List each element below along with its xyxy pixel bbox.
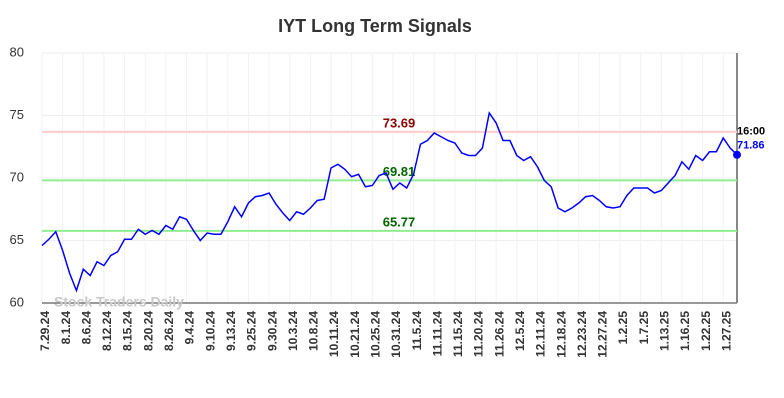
x-tick-label: 11.11.24 [430,311,444,357]
x-tick-label: 1.7.25 [637,311,651,345]
x-tick-label: 12.5.24 [513,311,527,351]
x-tick-label: 9.10.24 [203,311,217,351]
x-tick-label: 8.20.24 [141,311,155,351]
x-tick-label: 9.25.24 [245,311,259,351]
watermark: Stock Traders Daily [54,294,184,310]
reference-label: 73.69 [383,115,416,130]
x-tick-label: 10.3.24 [286,311,300,351]
x-tick-label: 11.26.24 [492,311,506,357]
reference-label: 69.81 [383,164,416,179]
chart-title: IYT Long Term Signals [278,16,472,36]
x-tick-label: 8.1.24 [59,311,73,345]
x-tick-label: 10.25.24 [368,311,382,358]
last-point [733,150,741,159]
x-tick-label: 8.26.24 [162,311,176,351]
x-tick-label: 1.13.25 [657,311,671,351]
x-tick-label: 9.30.24 [265,311,279,351]
x-tick-label: 11.20.24 [472,311,486,357]
x-tick-label: 12.18.24 [554,311,568,358]
x-tick-label: 9.13.24 [224,311,238,351]
x-tick-label: 10.8.24 [307,311,321,351]
x-tick-label: 11.15.24 [451,311,465,357]
x-tick-label: 7.29.24 [38,311,52,351]
x-tick-label: 11.5.24 [410,311,424,351]
end-time-label: 16:00 [737,126,765,138]
y-tick-label: 65 [10,232,24,247]
x-tick-label: 12.27.24 [596,311,610,358]
reference-label: 65.77 [383,214,416,229]
x-tick-label: 12.11.24 [534,311,548,357]
x-tick-label: 10.31.24 [389,311,403,358]
x-tick-label: 8.15.24 [121,311,135,351]
x-tick-label: 1.22.25 [699,311,713,351]
x-tick-label: 1.27.25 [719,311,733,351]
x-tick-label: 1.16.25 [678,311,692,351]
x-tick-label: 1.2.25 [616,311,630,345]
y-tick-label: 60 [10,294,24,309]
y-tick-label: 80 [10,44,24,59]
price-line [41,111,738,293]
x-tick-label: 10.11.24 [327,311,341,357]
last-value-label: 71.86 [737,140,765,152]
x-tick-label: 8.6.24 [79,311,93,345]
y-tick-label: 75 [10,107,24,122]
x-tick-label: 12.23.24 [575,311,589,358]
x-tick-label: 9.4.24 [183,311,197,345]
x-tick-label: 8.12.24 [100,311,114,351]
y-tick-label: 70 [10,169,24,184]
x-tick-label: 10.21.24 [348,311,362,358]
